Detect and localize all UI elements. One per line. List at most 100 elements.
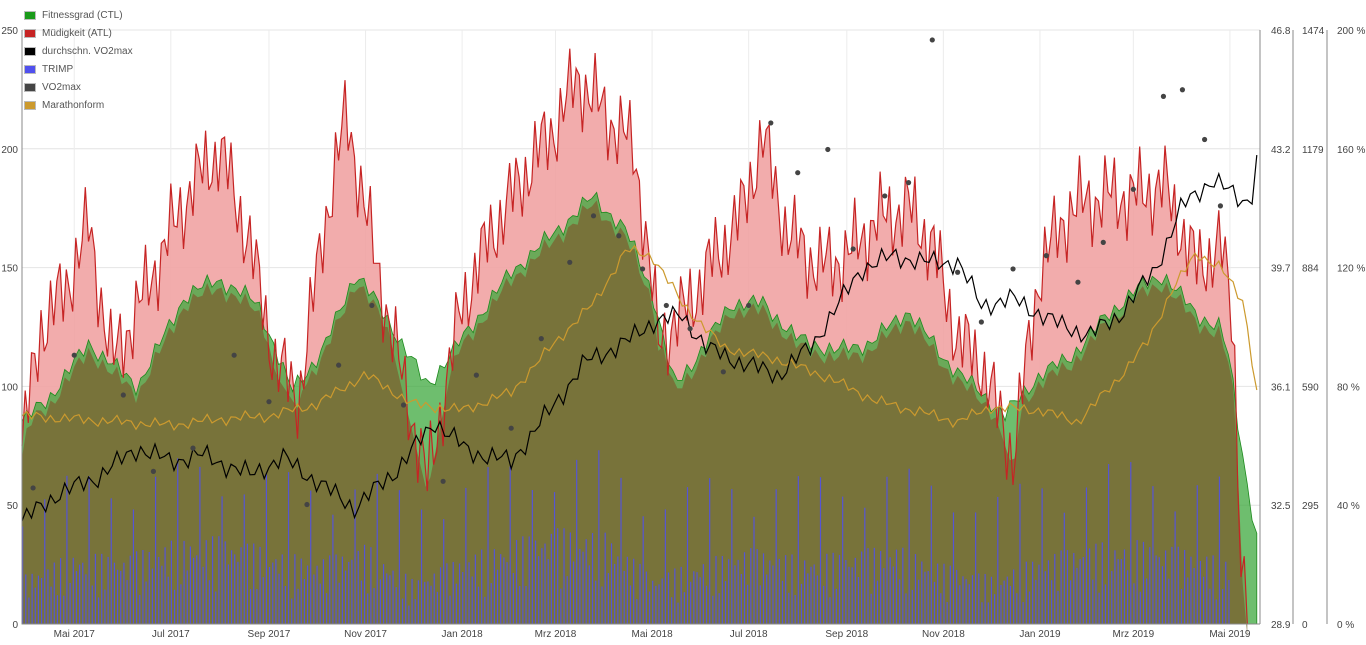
trimp-bar	[142, 549, 144, 624]
trimp-bar	[899, 579, 901, 624]
trimp-bar	[230, 550, 233, 624]
trimp-bar	[268, 566, 271, 624]
trimp-bar	[1082, 557, 1084, 624]
trimp-bar	[192, 557, 195, 624]
trimp-bar	[1111, 571, 1113, 624]
y-percent-tick-label: 120 %	[1337, 264, 1365, 275]
trimp-bar	[747, 584, 749, 624]
legend-swatch	[24, 100, 36, 110]
trimp-bar	[1079, 559, 1081, 624]
trimp-bar	[199, 466, 201, 624]
trimp-bar	[712, 595, 714, 624]
trimp-bar	[835, 588, 837, 624]
trimp-bar	[154, 476, 157, 624]
trimp-bar	[810, 566, 812, 624]
trimp-bar	[674, 568, 676, 624]
trimp-bar	[341, 556, 343, 624]
legend-item[interactable]: Fitnessgrad (CTL)	[24, 6, 133, 24]
trimp-bar	[576, 459, 578, 624]
trimp-bar	[598, 450, 600, 624]
vo2max-point	[190, 445, 196, 451]
trimp-bar	[522, 536, 524, 624]
vo2max-point	[231, 352, 237, 358]
trimp-bar	[500, 554, 502, 624]
trimp-bar	[534, 540, 537, 624]
trimp-bar	[164, 547, 166, 624]
trimp-bar	[1171, 546, 1173, 624]
trimp-bar	[357, 550, 359, 624]
trimp-bar	[1190, 556, 1192, 624]
trimp-bar	[566, 576, 568, 624]
trimp-bar	[177, 458, 179, 624]
trimp-bar	[826, 553, 828, 624]
vo2max-point	[400, 402, 407, 408]
y-trimp-tick-label: 0	[1302, 620, 1308, 631]
trimp-bar	[1174, 511, 1176, 624]
trimp-bar	[1085, 487, 1088, 624]
trimp-bar	[392, 570, 394, 624]
legend-item[interactable]: TRIMP	[24, 60, 133, 78]
trimp-bar	[610, 543, 613, 624]
trimp-bar	[1222, 589, 1224, 624]
trimp-bar	[474, 554, 476, 624]
trimp-bar	[237, 561, 239, 624]
trimp-bar	[911, 589, 913, 624]
trimp-bar	[272, 562, 274, 624]
trimp-bar	[1123, 549, 1126, 624]
trimp-bar	[158, 556, 160, 624]
trimp-bar	[997, 496, 999, 624]
trimp-bar	[664, 509, 666, 624]
trimp-bar	[94, 553, 97, 624]
trimp-bar	[626, 556, 628, 624]
trimp-bar	[69, 582, 71, 624]
legend-item[interactable]: Marathonform	[24, 96, 133, 114]
legend-item[interactable]: Müdigkeit (ATL)	[24, 24, 133, 42]
trimp-bar	[477, 586, 480, 624]
trimp-bar	[1114, 550, 1116, 624]
trimp-bar	[211, 536, 214, 624]
trimp-bar	[249, 589, 252, 624]
vo2max-point	[1201, 136, 1208, 143]
vo2max-point	[978, 319, 984, 325]
trimp-bar	[1095, 543, 1097, 624]
trimp-bar	[658, 584, 660, 624]
trimp-bar	[173, 589, 176, 624]
trimp-bar	[487, 467, 489, 624]
trimp-bar	[753, 516, 755, 624]
legend-label: Marathonform	[42, 99, 105, 111]
trimp-bar	[778, 558, 780, 624]
trimp-bar	[569, 532, 571, 624]
trimp-bar	[439, 567, 442, 624]
trimp-bar	[1009, 585, 1012, 624]
legend-item[interactable]: durchschn. VO2max	[24, 42, 133, 60]
vo2max-point	[1179, 87, 1186, 93]
trimp-bar	[303, 579, 305, 624]
trimp-bar	[370, 547, 372, 624]
trimp-bar	[553, 492, 556, 624]
trimp-bar	[259, 546, 261, 624]
trimp-bar	[1013, 569, 1015, 624]
vo2max-point	[663, 302, 669, 309]
trimp-bar	[1146, 578, 1148, 624]
trimp-bar	[775, 489, 777, 624]
trimp-bar	[82, 562, 84, 624]
trimp-bar	[604, 532, 606, 624]
trimp-bar	[994, 594, 996, 624]
trimp-bar	[797, 476, 799, 624]
trimp-bar	[1158, 557, 1160, 624]
trimp-bar	[310, 490, 312, 624]
trimp-bar	[737, 559, 739, 624]
trimp-bar	[623, 570, 625, 624]
trimp-bar	[1187, 577, 1189, 624]
chart-legend: Fitnessgrad (CTL) Müdigkeit (ATL) durchsch…	[24, 6, 133, 114]
y-left-tick-label: 200	[1, 145, 18, 156]
legend-item[interactable]: VO2max	[24, 78, 133, 96]
trimp-bar	[75, 571, 78, 624]
trimp-bar	[452, 561, 454, 624]
trimp-bar	[196, 555, 198, 624]
y-trimp-tick-label: 1179	[1302, 145, 1324, 156]
vo2max-point	[590, 213, 597, 219]
trimp-bar	[1165, 550, 1167, 624]
trimp-bar	[1070, 580, 1072, 624]
